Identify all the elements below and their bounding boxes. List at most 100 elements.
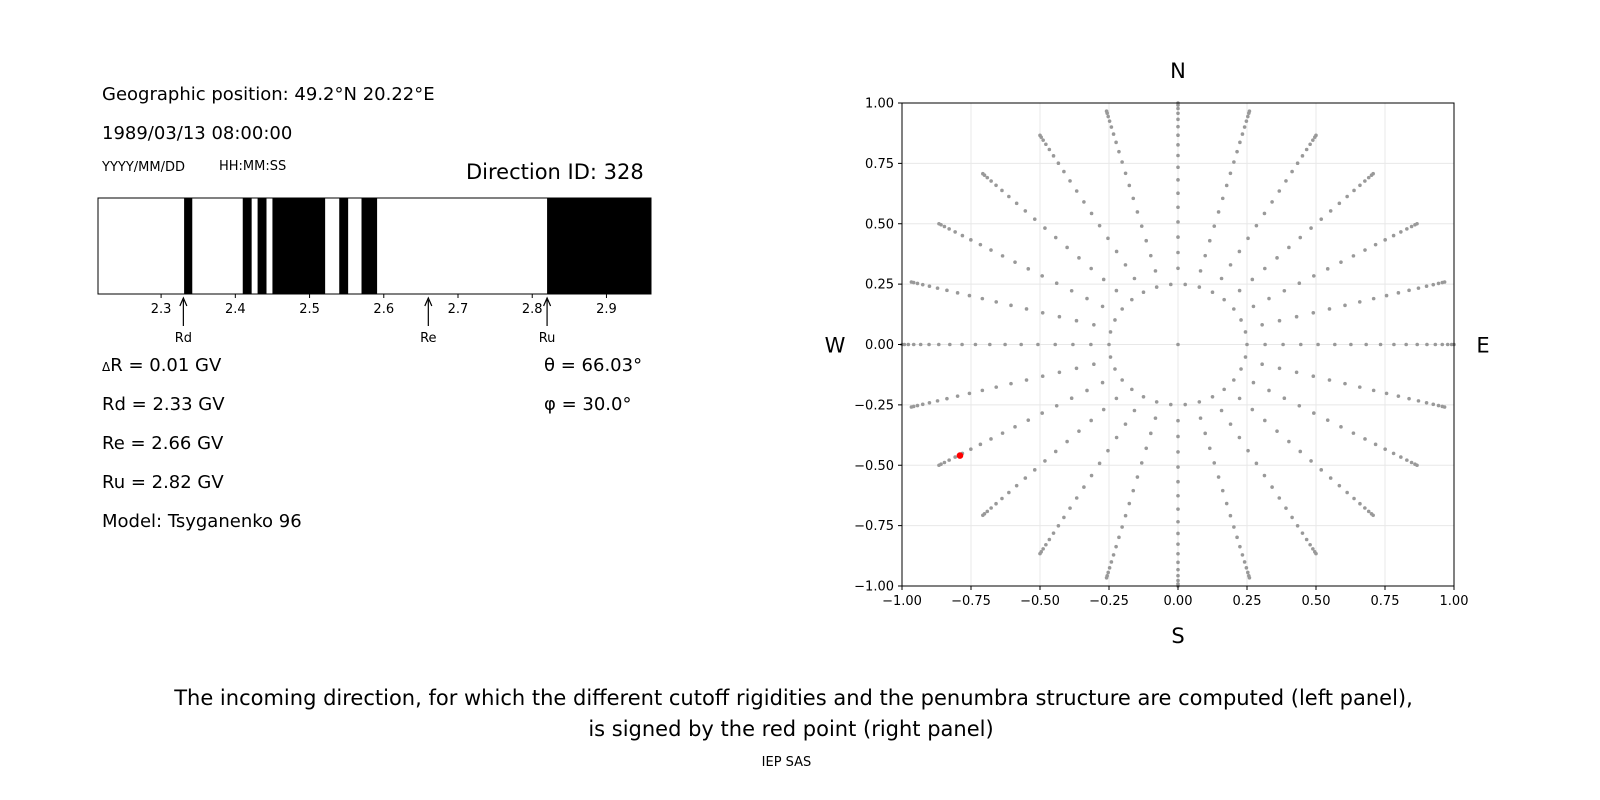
date-format-label: YYYY/MM/DD [102,160,185,175]
ray-point [1176,250,1180,255]
ray-point [1407,396,1411,401]
ray-point [1139,224,1144,228]
ray-point [1238,140,1242,145]
ray-point [1295,161,1300,166]
ray-point [1270,485,1274,489]
ray-point [1106,236,1110,241]
scatter-ytick-label-0: −1.00 [854,580,894,595]
penumbra-band-5 [361,198,378,294]
ray-point [909,280,914,284]
ray-point [1056,523,1061,528]
ray-point [1399,455,1403,459]
ray-point [1314,551,1318,556]
ray-point [1176,531,1180,536]
ray-point [1263,342,1267,347]
ray-point [1246,114,1250,119]
ray-point [1089,211,1094,216]
footer-label: IEP SAS [761,755,812,770]
time-format-label: HH:MM:SS [219,159,287,174]
ray-point [1176,111,1180,116]
ray-point [1345,194,1349,199]
ray-point [1044,542,1048,547]
ray-point [920,282,925,287]
ray-point [1304,537,1309,542]
ray-point [1097,461,1102,466]
ray-point [1051,154,1056,158]
ray-point [1101,277,1106,282]
ray-point [911,342,916,347]
ray-point [1054,281,1059,286]
ray-point [1366,509,1371,514]
ray-point [994,183,998,188]
ray-point [1000,431,1005,435]
ray-point [1176,450,1180,454]
ray-point [1144,446,1149,451]
ray-point [1062,515,1066,520]
ray-point [994,300,999,304]
ray-point [1089,266,1093,271]
ray-point [1176,552,1180,556]
ray-point [1433,342,1438,347]
ray-point [1139,461,1144,465]
scatter-xtick-label-6: 0.50 [1302,594,1331,609]
ray-point [920,402,925,407]
marker-arrowhead-rd [179,296,188,307]
ray-point [1351,254,1356,258]
ring-point [1232,307,1236,311]
ray-point [1024,307,1029,311]
ray-point [1149,253,1153,258]
ray-point [1101,407,1106,412]
ray-point [1409,460,1414,465]
ray-point [989,506,993,510]
scatter-xtick-label-8: 1.00 [1440,594,1469,609]
ray-point [1114,396,1119,401]
ray-point [1391,451,1396,456]
ray-point [1337,483,1342,488]
ray-point [1100,380,1105,385]
ray-point [1069,396,1074,401]
ray-point [1244,119,1249,123]
ray-point [1224,501,1229,506]
penumbra-band-6 [547,198,651,294]
ring-point [1183,282,1188,287]
ray-point [1038,133,1042,138]
ray-point [1242,125,1247,129]
ray-point [1135,210,1140,214]
ray-point [1314,133,1318,138]
ray-point [1127,183,1132,188]
penumbra-frame [97,197,652,295]
ray-point [967,391,972,396]
direction-points [900,101,1456,588]
ray-point [1237,288,1242,293]
ray-point [1337,201,1342,206]
ray-point [1176,567,1180,572]
ray-point [1244,566,1249,570]
ray-point [1424,400,1429,405]
ray-point [1384,391,1389,396]
ray-point [1089,342,1093,347]
ray-point [1246,570,1250,575]
ray-point [1198,269,1203,273]
ray-point [1415,463,1419,468]
penumbra-band-0 [184,198,193,294]
ray-point [960,233,965,238]
ray-point [1176,153,1180,158]
ray-point [1107,119,1112,123]
ray-point [1440,342,1445,347]
ray-point [1114,544,1118,549]
ray-point [988,342,992,347]
ray-point [1325,267,1330,271]
ray-point [1000,254,1005,258]
model-label: Model: Tsyganenko 96 [102,511,302,532]
center-point [1176,342,1180,347]
ray-point [1371,171,1375,176]
ray-point [1345,490,1349,495]
ray-point [1275,256,1279,260]
penumbra-xtick-label-4: 2.7 [448,302,469,317]
ray-point [1089,473,1094,478]
ray-point [1371,296,1376,301]
ray-point [1415,342,1420,347]
ray-point [1357,300,1362,304]
ray-point [1203,431,1207,436]
ray-point [935,399,940,403]
